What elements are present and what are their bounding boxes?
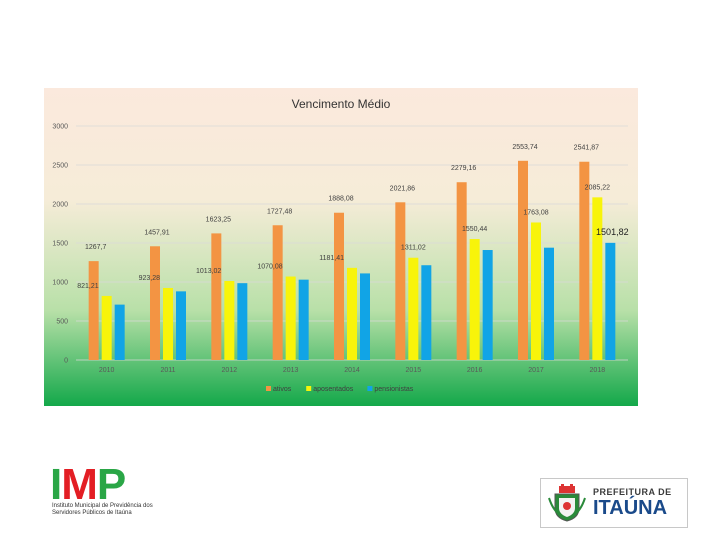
city-crest-icon (548, 484, 586, 522)
data-label-ativos-2017: 2553,74 (512, 144, 537, 151)
imp-logo-letters: IMP (50, 460, 126, 509)
legend-label-ativos: ativos (273, 386, 292, 393)
imp-logo: IMP Instituto Municipal de Previdência d… (46, 460, 156, 521)
data-label-ativos-2013: 1727,48 (267, 208, 292, 215)
data-label-ativos-2010: 1267,7 (85, 244, 107, 251)
x-tick-label: 2016 (467, 367, 483, 374)
data-label-ativos-2011: 1457,91 (144, 229, 169, 236)
data-label-aposentados-2016: 1550,44 (462, 226, 487, 233)
x-tick-label: 2015 (406, 367, 422, 374)
y-tick-label: 500 (56, 319, 68, 326)
legend-label-pensionistas: pensionistas (374, 386, 413, 393)
bar-aposentados-2014 (347, 267, 357, 360)
legend-label-aposentados: aposentados (313, 386, 354, 393)
x-tick-label: 2018 (590, 367, 606, 374)
data-label-ativos-2016: 2279,16 (451, 165, 476, 172)
bar-pensionistas-2013 (298, 279, 309, 360)
bar-pensionistas-2016 (482, 250, 493, 360)
x-tick-label: 2010 (99, 367, 115, 374)
bar-aposentados-2017 (531, 222, 541, 360)
data-label-aposentados-2013: 1070,08 (257, 264, 282, 271)
y-tick-label: 3000 (52, 124, 68, 131)
bar-chart: Vencimento Médio 0 500 1000 1500 2000 2500 300… (52, 97, 629, 393)
bar-aposentados-2010 (101, 295, 112, 360)
bar-pensionistas-2017 (544, 247, 554, 360)
data-label-aposentados-2015: 1311,02 (401, 245, 426, 252)
data-label-aposentados-2012: 1013,02 (196, 268, 221, 275)
bar-aposentados-2018 (592, 197, 603, 360)
bar-aposentados-2015 (408, 257, 419, 360)
legend-swatch-ativos (266, 386, 271, 391)
bar-pensionistas-2012 (237, 283, 248, 360)
data-label-ativos-2012: 1623,25 (206, 216, 231, 223)
prefeitura-logo: PREFEITURA DE ITAÚNA (540, 478, 688, 528)
bar-ativos-2013 (272, 225, 283, 360)
data-label-aposentados-2011: 923,28 (139, 275, 161, 282)
prefeitura-logo-line2: ITAÚNA (593, 497, 668, 519)
y-tick-label: 1000 (52, 280, 68, 287)
bar-ativos-2011 (150, 246, 160, 360)
data-label-ativos-2018: 2541,87 (574, 145, 599, 152)
bar-ativos-2018 (579, 161, 590, 360)
data-label-aposentados-2017: 1763,08 (523, 209, 548, 216)
bar-aposentados-2011 (163, 287, 173, 360)
chart-title: Vencimento Médio (292, 97, 391, 111)
legend-swatch-aposentados (306, 386, 312, 391)
x-tick-label: 2014 (344, 367, 360, 374)
y-tick-label: 2500 (52, 163, 68, 170)
bar-pensionistas-2018 (605, 242, 616, 360)
legend-swatch-pensionistas (367, 386, 373, 391)
data-label-aposentados-2018: 2085,22 (585, 184, 610, 191)
chart-panel: Vencimento Médio 0 500 1000 1500 2000 2500 300… (44, 88, 638, 406)
bar-aposentados-2016 (469, 239, 480, 360)
bar-pensionistas-2010 (114, 304, 125, 360)
x-tick-label: 2011 (160, 367, 175, 374)
imp-logo-caption: Instituto Municipal de Previdência dos S… (52, 503, 153, 516)
bar-ativos-2012 (211, 233, 222, 360)
x-tick-label: 2013 (283, 367, 299, 374)
data-label-pensionistas-2018: 1501,82 (596, 227, 629, 237)
bar-pensionistas-2014 (360, 273, 370, 360)
bar-pensionistas-2015 (421, 265, 432, 360)
y-tick-label: 2000 (52, 202, 68, 209)
x-tick-label: 2012 (222, 367, 238, 374)
bar-aposentados-2012 (224, 280, 235, 360)
bar-ativos-2015 (395, 202, 406, 360)
data-label-ativos-2015: 2021,86 (390, 185, 415, 192)
bar-ativos-2010 (88, 261, 99, 360)
data-label-aposentados-2014: 1181,41 (319, 255, 344, 262)
bar-ativos-2014 (334, 212, 344, 360)
x-tick-label: 2017 (528, 367, 544, 374)
bar-pensionistas-2011 (176, 291, 186, 360)
prefeitura-logo-line1: PREFEITURA DE (593, 487, 672, 497)
bar-ativos-2016 (456, 182, 467, 360)
y-tick-label: 0 (64, 358, 68, 365)
y-tick-label: 1500 (52, 241, 68, 248)
data-label-ativos-2014: 1888,08 (328, 196, 353, 203)
bar-ativos-2017 (518, 160, 528, 360)
data-label-aposentados-2010: 821,21 (77, 283, 99, 290)
bar-aposentados-2013 (285, 276, 296, 360)
